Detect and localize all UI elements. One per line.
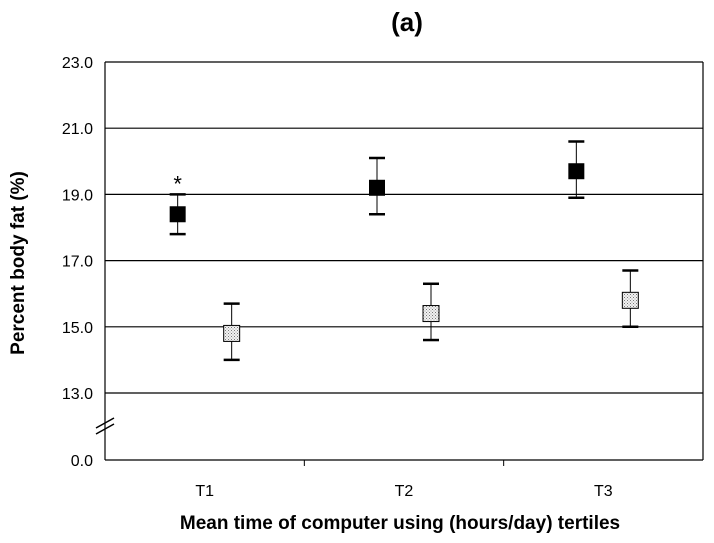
data-point-filled: [169, 206, 186, 223]
y-tick-label: 21.0: [62, 121, 93, 138]
y-tick-label: 0.0: [71, 453, 93, 470]
annotations: *: [173, 171, 182, 196]
y-axis-title: Percent body fat (%): [8, 171, 29, 355]
data-point-dotted: [223, 324, 241, 342]
y-tick-label: 17.0: [62, 254, 93, 271]
y-tick-label: 19.0: [62, 187, 93, 204]
tick-labels: 0.0 13.0 15.0 17.0 19.0 21.0 23.0 T1 T2 T3: [62, 55, 613, 500]
data-point-dotted: [621, 291, 639, 309]
data-point-filled: [369, 179, 385, 196]
x-tick-label: T3: [594, 483, 613, 500]
x-axis-title: Mean time of computer using (hours/day) …: [180, 513, 620, 534]
axes: [95, 62, 704, 466]
y-tick-label: 23.0: [62, 55, 93, 72]
x-tick-label: T1: [195, 483, 214, 500]
gridlines: [105, 61, 703, 394]
data-point-dotted: [422, 305, 440, 323]
markers: [169, 163, 639, 342]
axis-break-mark: [95, 417, 115, 429]
axis-break-mark: [95, 423, 115, 435]
x-tick-label: T2: [395, 483, 414, 500]
data-point-filled: [568, 163, 585, 180]
significance-asterisk: *: [173, 171, 182, 196]
panel-label: (a): [391, 7, 423, 37]
y-tick-label: 15.0: [62, 320, 93, 337]
y-tick-label: 13.0: [62, 386, 93, 403]
